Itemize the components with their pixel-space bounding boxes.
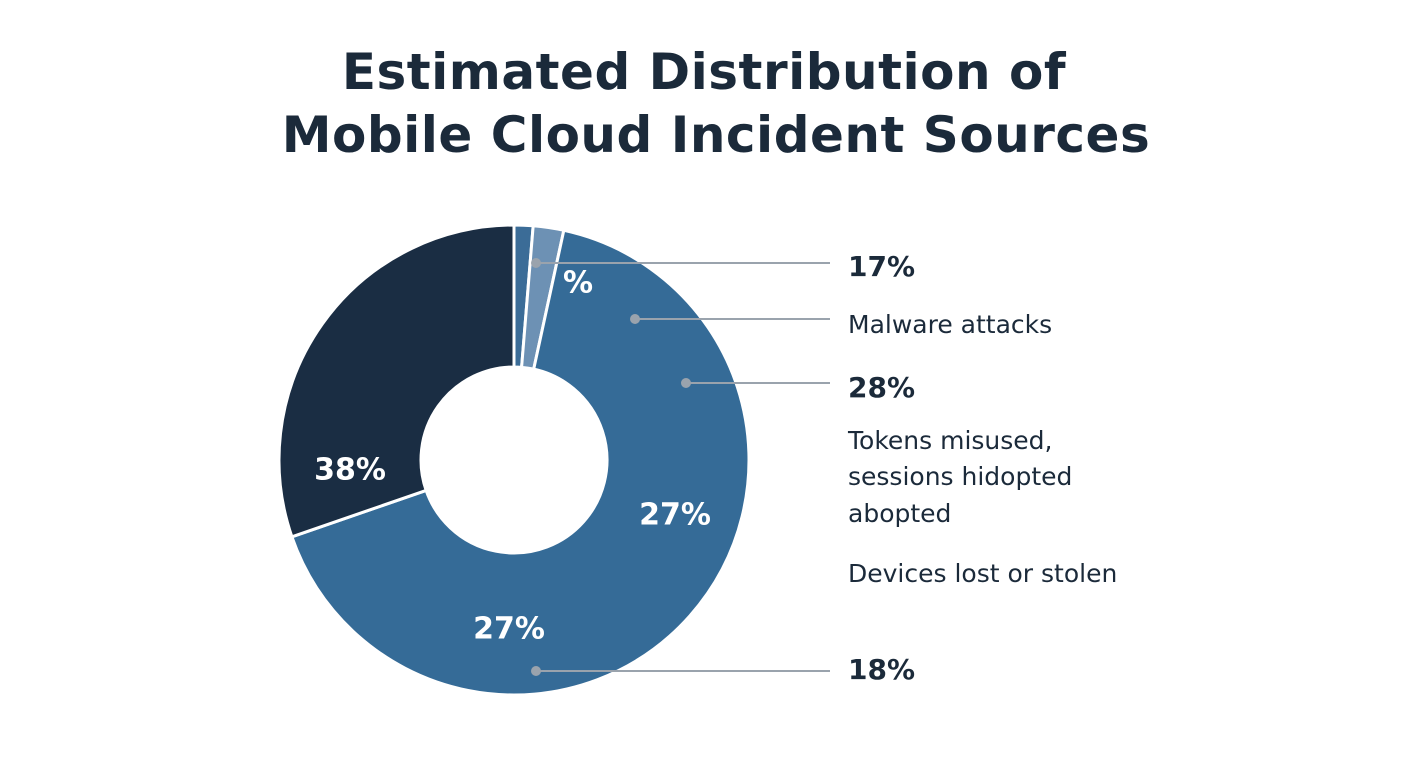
donut-slice bbox=[277, 223, 516, 539]
slice-label: 38% bbox=[314, 452, 386, 488]
annotation: Devices lost or stolen bbox=[848, 559, 1118, 588]
annotation: Tokens misused, bbox=[848, 426, 1053, 455]
leader-dot bbox=[531, 258, 541, 268]
annotation: sessions hidopted bbox=[848, 462, 1073, 491]
chart-title-line-1: Estimated Distribution of bbox=[341, 43, 1067, 101]
annotation: abopted bbox=[848, 499, 952, 528]
slice-label: 27% bbox=[473, 611, 545, 647]
slice-label: % bbox=[562, 265, 594, 301]
annotation: 18% bbox=[848, 653, 916, 686]
chart-title-line-2: Mobile Cloud Incident Sources bbox=[281, 106, 1151, 164]
leader-dot bbox=[630, 314, 640, 324]
annotation: 17% bbox=[848, 250, 916, 283]
slice-label: 27% bbox=[639, 497, 711, 533]
annotation: 28% bbox=[848, 371, 916, 404]
leader-dot bbox=[531, 666, 541, 676]
annotation: Malware attacks bbox=[848, 310, 1053, 339]
leader-dot bbox=[681, 378, 691, 388]
donut-slice bbox=[289, 228, 751, 697]
